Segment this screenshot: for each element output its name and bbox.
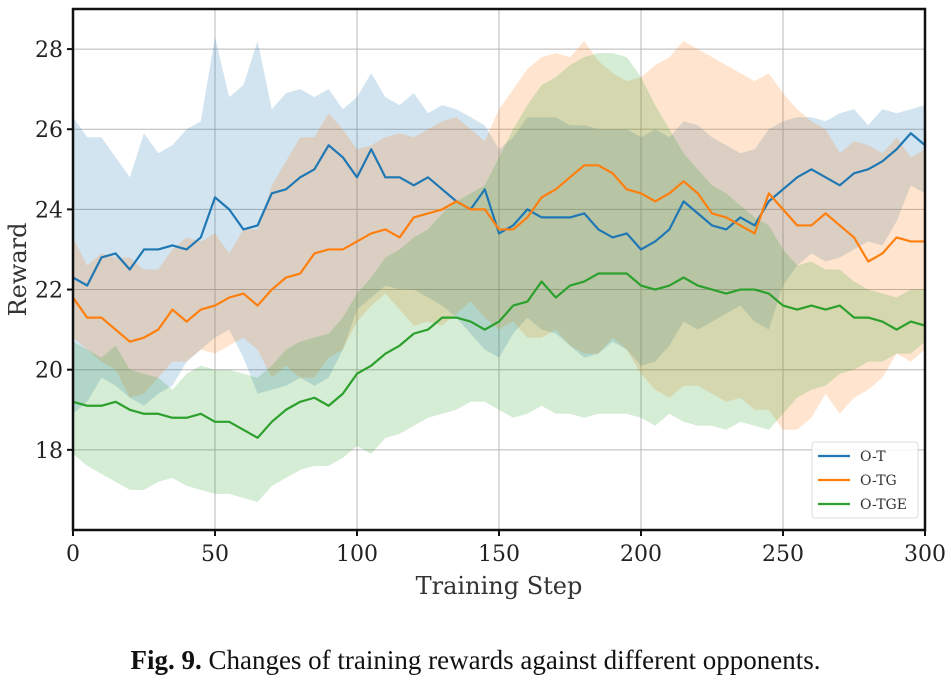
y-tick-label: 22	[35, 279, 63, 304]
band-o-tg	[73, 41, 925, 430]
y-tick-label: 28	[35, 38, 63, 63]
confidence-bands	[73, 37, 925, 502]
y-axis-title: Reward	[4, 223, 32, 317]
line-o-t	[72, 132, 926, 287]
legend-label: O-TG	[860, 473, 897, 489]
y-tick-label: 20	[35, 359, 63, 384]
y-tick-label: 24	[35, 198, 63, 223]
figure-caption: Fig. 9. Changes of training rewards agai…	[0, 645, 951, 676]
band-o-tge	[73, 53, 925, 502]
x-tick-label: 250	[762, 542, 804, 567]
x-tick-label: 100	[336, 542, 378, 567]
x-axis-title: Training Step	[416, 572, 583, 600]
x-tick-label: 300	[904, 542, 946, 567]
x-tick-label: 200	[620, 542, 662, 567]
y-tick-label: 18	[35, 439, 63, 464]
legend-box	[811, 441, 919, 519]
x-tick-label: 0	[66, 542, 80, 567]
reward-chart: 0 50 100 150 200 250 300 18 20 22 24 26 28 Training …	[4, 7, 946, 600]
legend-label: O-T	[860, 449, 886, 465]
figure-label: Fig. 9.	[130, 645, 202, 675]
y-tick-label: 26	[35, 118, 63, 143]
caption-text: Changes of training rewards against diff…	[201, 645, 821, 675]
line-o-tg	[72, 164, 925, 343]
band-o-t	[73, 37, 925, 414]
x-tick-label: 150	[478, 542, 520, 567]
x-tick-label: 50	[201, 542, 229, 567]
legend: O-T O-TG O-TGE	[811, 441, 919, 519]
axis-ticks: 0 50 100 150 200 250 300 18 20 22 24 26 28	[35, 38, 946, 567]
series-lines	[72, 132, 926, 439]
legend-label: O-TGE	[860, 497, 907, 513]
grid	[72, 9, 926, 530]
line-o-tge	[72, 272, 926, 439]
